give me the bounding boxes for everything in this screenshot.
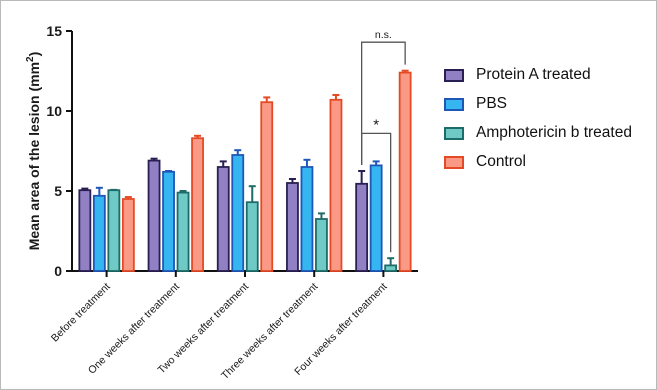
bar [369,164,383,272]
legend-swatch [444,68,464,82]
y-tick-label: 10 [46,103,62,119]
legend-label: Control [476,153,526,170]
bar [191,137,204,272]
bar [398,71,412,272]
bar [245,201,259,272]
bar [286,182,299,272]
legend: Protein A treated PBS Amphotericin b tre… [444,64,632,173]
y-axis-label: Mean area of the lesion (mm2) [25,52,42,251]
legend-item-amphotericin-b: Amphotericin b treated [444,122,632,144]
x-tick-label: Before treatment [49,281,113,345]
bar [78,189,92,272]
y-tick-label: 5 [54,183,62,199]
bar [329,98,343,272]
legend-label: PBS [476,95,508,112]
legend-swatch [444,126,464,140]
bar [107,189,121,272]
bar [147,159,161,272]
bar [384,264,398,272]
y-tick-label: 0 [54,263,62,279]
bar [315,218,328,272]
bars [78,69,412,272]
bar [300,166,314,272]
bar [92,194,106,272]
bar [121,198,135,272]
significance-label: * [373,116,379,133]
legend-item-control: Control [444,151,632,173]
legend-item-protein-a: Protein A treated [444,64,632,86]
significance-annotations: * n.s. [360,29,406,253]
bar [231,154,245,272]
bar [216,166,230,272]
legend-swatch [444,97,464,111]
bar [260,101,274,272]
legend-label: Protein A treated [476,66,591,83]
significance-bracket [360,41,406,165]
bar [355,182,369,272]
legend-label: Amphotericin b treated [476,124,632,141]
bar [162,170,175,272]
y-tick-label: 15 [46,23,62,39]
legend-item-pbs: PBS [444,93,632,115]
significance-label: n.s. [375,29,392,41]
bar [176,191,190,272]
legend-swatch [444,155,464,169]
